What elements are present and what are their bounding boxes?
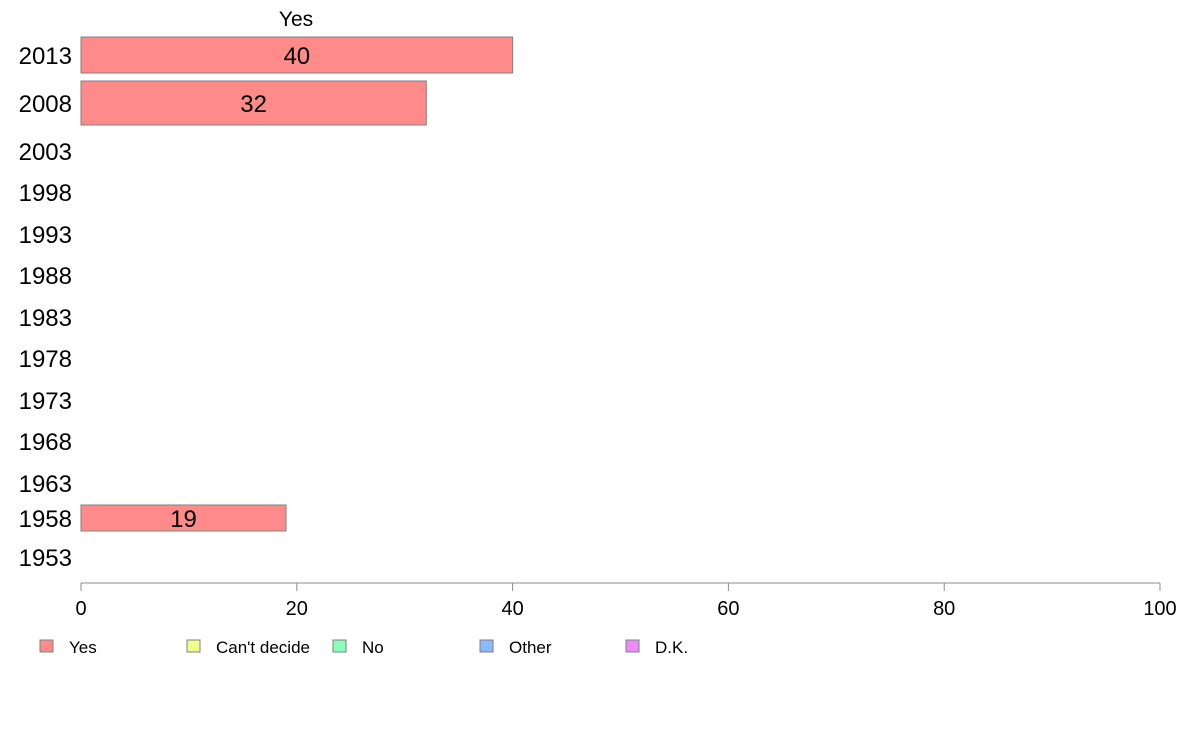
data-label-1958: 19: [170, 506, 197, 533]
y-tick-label-1973: 1973: [19, 388, 72, 415]
bar-2013: [80, 36, 514, 74]
legend-swatch-1: [186, 639, 201, 653]
y-tick-label-1953: 1953: [19, 545, 72, 572]
bars-group: 40 32 19: [80, 36, 514, 533]
y-tick-label-1998: 1998: [19, 180, 72, 207]
y-tick-label-1988: 1988: [19, 263, 72, 290]
x-tick-label-60: 60: [717, 598, 739, 620]
x-tick-label-100: 100: [1143, 598, 1176, 620]
legend-label-0: Yes: [69, 638, 97, 657]
column-title: Yes: [279, 8, 313, 31]
legend-label-1: Can't decide: [216, 638, 310, 657]
bar-2008: [80, 80, 427, 126]
y-tick-label-2003: 2003: [19, 139, 72, 166]
y-tick-label-2008: 2008: [19, 91, 72, 118]
y-tick-label-1968: 1968: [19, 429, 72, 456]
x-tick-label-0: 0: [75, 598, 86, 620]
data-label-2013: 40: [283, 43, 310, 70]
y-tick-label-1958: 1958: [19, 506, 72, 533]
legend-label-3: Other: [509, 638, 552, 657]
x-tick-label-80: 80: [933, 598, 955, 620]
x-tick-label-40: 40: [501, 598, 523, 620]
y-axis-labels: 2013 2008 2003 1998 1993 1988 1983 1978 1973 1968…: [19, 43, 72, 572]
y-tick-label-1983: 1983: [19, 305, 72, 332]
legend-label-2: No: [362, 638, 384, 657]
y-tick-label-1978: 1978: [19, 346, 72, 373]
legend-swatch-2: [332, 639, 347, 653]
bar-1958: [80, 504, 287, 532]
data-label-2008: 32: [240, 91, 267, 118]
y-tick-label-1993: 1993: [19, 222, 72, 249]
legend-swatch-0: [39, 639, 54, 653]
legend: Yes Can't decide No Other D.K.: [39, 638, 688, 657]
legend-label-4: D.K.: [655, 638, 688, 657]
y-tick-label-1963: 1963: [19, 471, 72, 498]
legend-swatch-3: [479, 639, 494, 653]
x-axis: 0 20 40 60 80 100: [75, 582, 1177, 620]
x-tick-label-20: 20: [286, 598, 308, 620]
y-tick-label-2013: 2013: [19, 43, 72, 70]
legend-swatch-4: [625, 639, 640, 653]
